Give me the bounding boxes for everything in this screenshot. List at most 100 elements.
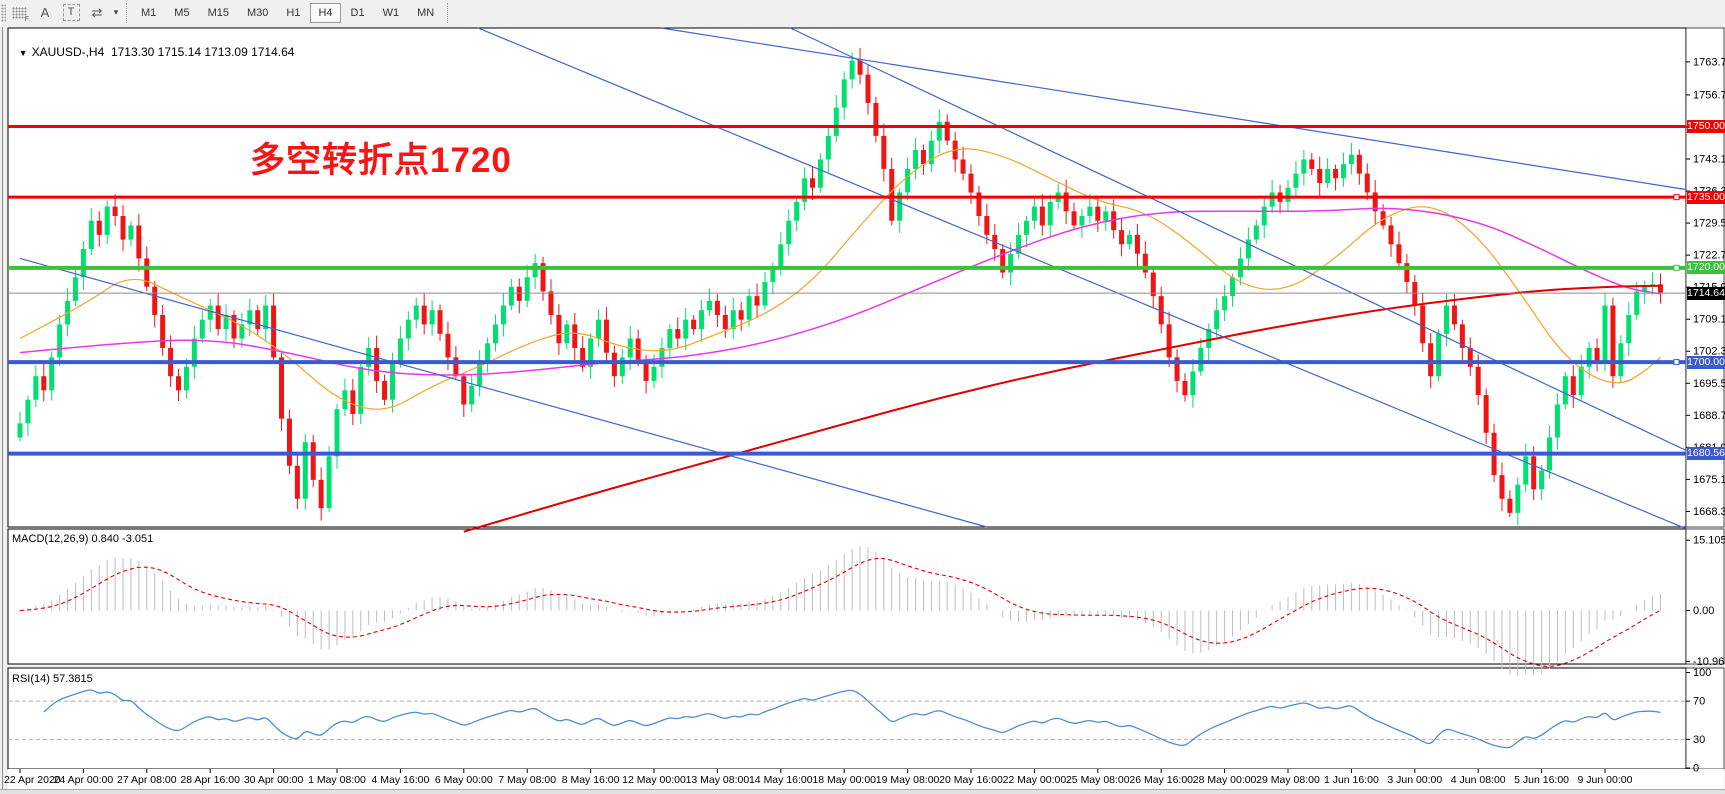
text-a-icon[interactable]: A [40, 5, 50, 20]
time-label: 25 May 08:00 [1066, 774, 1130, 786]
svg-text:30: 30 [1693, 734, 1705, 746]
price-badge-1680.56: 1680.56 [1687, 447, 1725, 461]
hline-handle[interactable] [1673, 194, 1680, 201]
svg-text:1709.10: 1709.10 [1693, 314, 1725, 326]
time-label: 4 May 16:00 [372, 774, 430, 786]
price-badge-1720.00: 1720.00 [1687, 261, 1725, 275]
hline-handle[interactable] [1673, 359, 1680, 366]
toolbar: F A T ⇄ ▾ M1 M5 M15 M30 H1 H4 D1 W1 MN [0, 0, 1725, 25]
annotation-text[interactable]: 多空转折点1720 [250, 141, 512, 180]
time-label: 5 Jun 16:00 [1514, 774, 1569, 786]
time-label: 3 Jun 00:00 [1387, 774, 1442, 786]
time-label: 14 May 16:00 [749, 774, 813, 786]
time-label: 30 Apr 00:00 [244, 774, 304, 786]
time-label: 20 May 16:00 [939, 774, 1003, 786]
time-label: 29 May 08:00 [1256, 774, 1320, 786]
svg-text:1729.50: 1729.50 [1693, 218, 1725, 230]
time-label: 27 Apr 08:00 [117, 774, 177, 786]
svg-text:1668.30: 1668.30 [1693, 506, 1725, 518]
price-badge-1714.64: 1714.64 [1687, 286, 1725, 300]
price-badge-1735.00: 1735.00 [1687, 190, 1725, 204]
rsi-panel-axis [1685, 667, 1725, 770]
time-label: 13 May 08:00 [686, 774, 750, 786]
hline-handle[interactable] [1673, 264, 1680, 271]
text-label-icon[interactable]: T [59, 2, 83, 23]
timeframe-button-w1[interactable]: W1 [382, 6, 400, 19]
time-label: 6 May 00:00 [435, 774, 493, 786]
timeframe-button-mn[interactable]: MN [417, 6, 435, 19]
grid-fibonacci-icon[interactable]: F [7, 2, 31, 23]
timeframe-button-m1[interactable]: M1 [141, 6, 157, 19]
time-label: 22 Apr 2020 [4, 774, 61, 786]
svg-text:-10.963: -10.963 [1693, 656, 1725, 668]
timeframe-button-m5[interactable]: M5 [174, 6, 190, 19]
svg-text:70: 70 [1693, 696, 1705, 708]
svg-text:1763.70: 1763.70 [1693, 56, 1725, 68]
rsi-axis: 100 70 30 0 [1686, 667, 1711, 775]
svg-text:1688.70: 1688.70 [1693, 410, 1725, 422]
svg-text:0.00: 0.00 [1693, 605, 1714, 617]
rsi-indicator-label: RSI(14) 57.3815 [12, 673, 93, 685]
ma-slow-red [463, 284, 1661, 533]
svg-text:1695.50: 1695.50 [1693, 378, 1725, 390]
ohlc-readout: 1713.30 1715.14 1713.09 1714.64 [110, 45, 295, 59]
downtrend-line-3[interactable] [661, 27, 1687, 191]
price-badge-1750.00: 1750.00 [1687, 119, 1725, 133]
cursor-arrows-icon[interactable]: ⇄ [91, 4, 103, 20]
macd-indicator-label: MACD(12,26,9) 0.840 -3.051 [12, 533, 154, 545]
svg-text:1743.10: 1743.10 [1693, 153, 1725, 165]
timeframe-button-m15[interactable]: M15 [207, 6, 229, 19]
macd-axis: 15.105 0.00 -10.963 [1686, 535, 1725, 668]
macd-signal-line [19, 557, 1661, 667]
svg-text:100: 100 [1693, 667, 1711, 679]
svg-text:1756.70: 1756.70 [1693, 89, 1725, 101]
grid-dots [11, 6, 27, 19]
time-label: 7 May 08:00 [498, 774, 556, 786]
toolbar-separator [126, 2, 128, 23]
time-label: 28 Apr 16:00 [180, 774, 240, 786]
time-label: 1 Jun 16:00 [1324, 774, 1379, 786]
timeframe-button-h4[interactable]: H4 [310, 2, 341, 23]
time-label: 22 May 00:00 [1003, 774, 1067, 786]
time-label: 1 May 08:00 [308, 774, 366, 786]
chart-menu-caret-icon[interactable]: ▼ [18, 48, 28, 58]
ma-mid-magenta [19, 207, 1661, 376]
time-label: 4 Jun 08:00 [1451, 774, 1506, 786]
symbol-title: XAUUSD-,H4 [31, 45, 105, 59]
time-label: 26 May 16:00 [1129, 774, 1193, 786]
svg-text:1722.70: 1722.70 [1693, 250, 1725, 262]
toolbar-drag-handle[interactable] [1, 3, 6, 22]
dropdown-caret-icon[interactable]: ▾ [113, 7, 119, 17]
downtrend-line-1[interactable] [477, 27, 1687, 530]
macd-panel[interactable] [7, 528, 1687, 665]
timeframe-button-h1[interactable]: H1 [286, 6, 301, 19]
toolbar-separator-2 [447, 2, 449, 23]
time-label: 12 May 00:00 [622, 774, 686, 786]
rsi-line [43, 689, 1661, 749]
svg-text:15.105: 15.105 [1693, 535, 1725, 547]
rsi-panel[interactable] [7, 667, 1687, 770]
macd-panel-axis [1685, 528, 1725, 665]
time-label: 9 Jun 00:00 [1578, 774, 1633, 786]
timeframe-button-d1[interactable]: D1 [350, 6, 365, 19]
window-left-frame [2, 27, 3, 789]
timeframe-button-m30[interactable]: M30 [246, 6, 269, 19]
downtrend-line-2[interactable] [790, 27, 1687, 452]
time-label: 18 May 00:00 [812, 774, 876, 786]
time-label: 8 May 16:00 [562, 774, 620, 786]
svg-text:0: 0 [1693, 763, 1699, 775]
date-strip [8, 769, 1724, 789]
ma-fast-orange [19, 148, 1661, 410]
downtrend-line-4[interactable] [19, 257, 988, 528]
timeframe-buttons: M1 M5 M15 M30 H1 H4 D1 W1 MN [132, 2, 443, 23]
svg-text:1675.10: 1675.10 [1693, 474, 1725, 486]
window-bottom-band [0, 789, 1725, 794]
candles [17, 47, 1663, 526]
time-label: 28 May 00:00 [1193, 774, 1257, 786]
chart-header: ▼ XAUUSD-,H4 1713.30 1715.14 1713.09 1714… [12, 31, 295, 59]
grid-f-letter: F [24, 16, 29, 23]
price-badge-1700.00: 1700.00 [1687, 355, 1725, 369]
